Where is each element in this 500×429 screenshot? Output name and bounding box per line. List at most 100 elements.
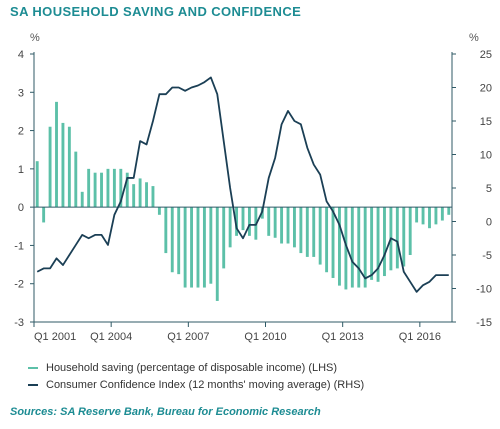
right-tick-label: 15 (480, 116, 492, 128)
saving-bar (338, 207, 341, 286)
saving-bar (100, 172, 103, 208)
saving-bar (286, 207, 290, 244)
saving-bar (228, 207, 232, 248)
saving-bar (293, 207, 296, 248)
saving-bar (318, 207, 322, 265)
left-tick-label: -2 (14, 279, 24, 291)
saving-bar (235, 207, 239, 236)
left-tick-label: 0 (18, 202, 24, 214)
saving-bar (125, 172, 129, 208)
saving-bar (280, 207, 284, 244)
right-tick-label: 0 (486, 217, 492, 229)
right-tick-label: 5 (486, 183, 492, 195)
saving-bar (157, 207, 161, 215)
saving-bar (74, 151, 78, 208)
right-axis-ticks: 25 20 15 10 5 0 -5 -10 -15 (452, 49, 492, 329)
saving-bar (164, 207, 168, 254)
saving-bar (119, 168, 123, 208)
saving-bar (350, 207, 354, 288)
saving-bar (209, 207, 213, 284)
chart-title: SA HOUSEHOLD SAVING AND CONFIDENCE (10, 4, 302, 19)
saving-bar (132, 184, 136, 208)
right-tick-label: -5 (482, 250, 492, 262)
saving-bar (93, 172, 97, 208)
left-tick-label: -3 (14, 317, 24, 329)
right-tick-label: -15 (476, 317, 492, 329)
saving-bar (202, 207, 206, 288)
left-tick-label: 3 (18, 87, 24, 99)
saving-bar (177, 207, 181, 275)
saving-bar (67, 126, 71, 208)
saving-bar (87, 168, 91, 208)
saving-bar (35, 161, 39, 208)
x-tick-label: Q1 2004 (90, 331, 132, 343)
saving-bar (363, 207, 367, 288)
saving-bar (428, 207, 431, 229)
saving-bar (138, 178, 142, 208)
right-axis-unit: % (469, 32, 479, 44)
saving-bar (447, 207, 451, 215)
saving-bar (305, 207, 309, 257)
left-tick-label: 4 (18, 49, 24, 61)
left-axis-unit: % (30, 32, 40, 44)
saving-bar (402, 207, 406, 267)
saving-bar (376, 207, 380, 282)
saving-bar (344, 207, 348, 290)
right-tick-label: 20 (480, 83, 492, 95)
right-tick-label: 25 (480, 49, 492, 61)
legend-item-confidence: Consumer Confidence Index (12 months' mo… (28, 376, 364, 393)
saving-bar (190, 207, 193, 288)
saving-bar (112, 168, 116, 208)
saving-bar (267, 207, 271, 236)
saving-bar (383, 207, 386, 277)
saving-bar (312, 207, 316, 257)
saving-bar (106, 168, 110, 208)
x-axis-ticks: Q1 2001 Q1 2004 Q1 2007 Q1 2010 Q1 2013 Q1 20… (33, 322, 441, 343)
legend-swatch-confidence (28, 383, 38, 386)
saving-bar (395, 207, 399, 269)
legend-label-confidence: Consumer Confidence Index (12 months' mo… (46, 378, 365, 391)
saving-bar (325, 207, 329, 273)
saving-bar (48, 126, 52, 208)
right-tick-label: -10 (476, 284, 492, 296)
saving-bar (222, 207, 226, 269)
saving-bar (415, 207, 419, 223)
saving-bar (408, 207, 412, 255)
saving-bar (183, 207, 187, 288)
chart-axes (33, 52, 453, 323)
saving-bar (170, 207, 174, 273)
saving-bar (241, 207, 245, 231)
x-tick-label: Q1 2016 (399, 331, 441, 343)
saving-bar (151, 186, 155, 208)
x-tick-label: Q1 2013 (322, 331, 364, 343)
saving-bar (55, 101, 58, 208)
saving-bar (61, 122, 65, 208)
saving-bar (215, 207, 219, 301)
left-axis-ticks: 4 3 2 1 0 -1 -2 -3 (14, 49, 34, 329)
chart-plot: % % 4 3 2 10 -1 -2 -3 25 20 15 10 5 0 -5 -10 -15 Q1 20… (14, 32, 492, 343)
left-tick-label: -1 (14, 240, 24, 252)
legend-label-saving: Household saving (percentage of disposab… (46, 361, 338, 374)
x-tick-label: Q1 2010 (244, 331, 286, 343)
left-tick-label: 2 (18, 126, 24, 138)
x-tick-label: Q1 2007 (167, 331, 209, 343)
saving-bar (299, 207, 303, 254)
legend-item-saving: Household saving (percentage of disposab… (28, 359, 364, 376)
saving-bar (80, 191, 84, 208)
legend-swatch-saving (28, 366, 38, 369)
saving-bar (421, 207, 425, 225)
saving-bar (434, 207, 438, 225)
right-tick-label: 10 (480, 150, 492, 162)
saving-bars (35, 101, 451, 301)
legend: Household saving (percentage of disposab… (28, 359, 364, 393)
saving-bar (273, 207, 277, 238)
saving-bar (145, 182, 148, 208)
saving-bar (196, 207, 200, 288)
x-tick-label: Q1 2001 (34, 331, 76, 343)
saving-bar (440, 207, 444, 221)
saving-bar (370, 207, 374, 280)
source-note: Sources: SA Reserve Bank, Bureau for Eco… (10, 406, 321, 418)
saving-bar (247, 207, 251, 236)
saving-bar (357, 207, 361, 288)
saving-bar (42, 207, 46, 223)
